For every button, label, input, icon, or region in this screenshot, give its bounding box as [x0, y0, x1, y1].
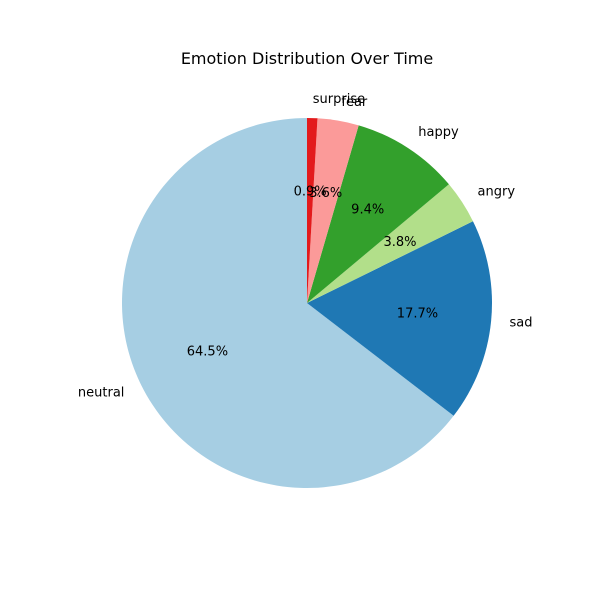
slice-label-fear: fear	[341, 95, 368, 110]
pie-slice-surprise	[307, 118, 318, 303]
percent-label-sad: 17.7%	[397, 306, 438, 321]
pie-slice-fear	[307, 118, 359, 303]
percent-label-happy: 9.4%	[351, 203, 384, 218]
pie-slice-angry	[307, 184, 473, 303]
percent-label-neutral: 64.5%	[187, 345, 228, 360]
chart-title: Emotion Distribution Over Time	[181, 49, 433, 68]
pie-slice-happy	[307, 125, 449, 303]
percent-label-surprise: 0.9%	[294, 185, 327, 200]
percent-label-fear: 3.6%	[309, 186, 342, 201]
pie-slice-neutral	[121, 118, 454, 489]
slice-label-surprise: surprise	[313, 92, 365, 107]
pie-labels: neutral 64.5% sad 17.7% angry 3.8% happy 9.4% fe…	[78, 92, 533, 400]
slice-label-neutral: neutral	[78, 385, 125, 400]
pie-slice-sad	[307, 221, 493, 416]
pie-slices	[121, 118, 493, 489]
percent-label-angry: 3.8%	[384, 235, 417, 250]
slice-label-happy: happy	[418, 125, 459, 140]
slice-label-sad: sad	[510, 316, 533, 331]
slice-label-angry: angry	[478, 184, 516, 199]
